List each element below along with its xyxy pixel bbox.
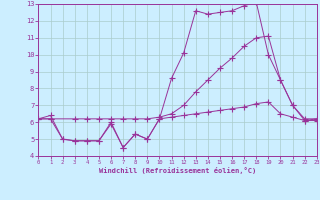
X-axis label: Windchill (Refroidissement éolien,°C): Windchill (Refroidissement éolien,°C) bbox=[99, 167, 256, 174]
